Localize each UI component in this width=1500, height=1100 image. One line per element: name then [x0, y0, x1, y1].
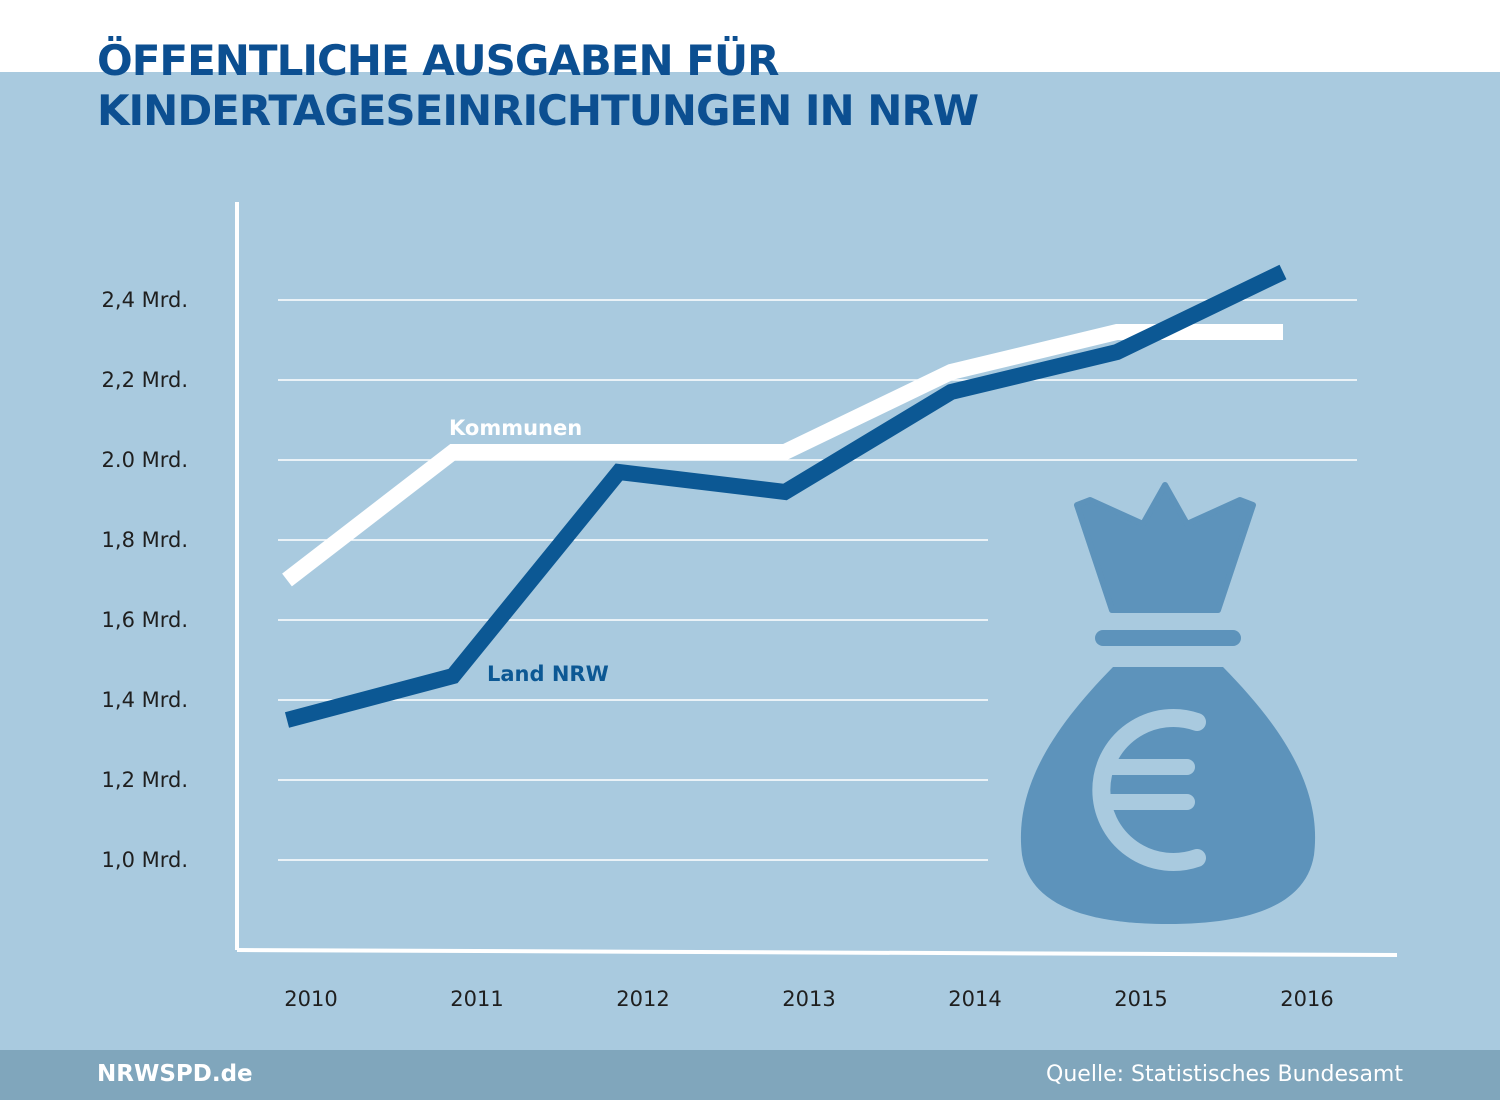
title-line-2: KINDERTAGESEINRICHTUNGEN IN NRW	[97, 86, 979, 135]
x-tick-label: 2014	[948, 987, 1001, 1011]
y-tick-label: 2.0 Mrd.	[102, 448, 188, 472]
title-line-1: ÖFFENTLICHE AUSGABEN FÜR	[97, 36, 779, 85]
footer-bar: NRWSPD.de Quelle: Statistisches Bundesam…	[0, 1050, 1500, 1100]
series-label-land-nrw: Land NRW	[487, 662, 609, 686]
footer-source: Quelle: Statistisches Bundesamt	[1046, 1062, 1403, 1087]
y-tick-label: 2,2 Mrd.	[102, 368, 188, 392]
y-axis-ticks: 1,0 Mrd. 1,2 Mrd. 1,4 Mrd. 1,6 Mrd. 1,8 Mrd.…	[102, 288, 188, 872]
x-tick-label: 2015	[1114, 987, 1167, 1011]
y-tick-label: 1,8 Mrd.	[102, 528, 188, 552]
series	[282, 264, 1287, 728]
series-line-kommunen	[282, 324, 1283, 587]
page-title: ÖFFENTLICHE AUSGABEN FÜR KINDERTAGESEINR…	[97, 36, 979, 136]
footer-brand: NRWSPD.de	[97, 1061, 253, 1087]
y-tick-label: 2,4 Mrd.	[102, 288, 188, 312]
x-tick-label: 2010	[284, 987, 337, 1011]
series-label-kommunen: Kommunen	[449, 416, 582, 440]
x-axis-line	[236, 948, 1398, 957]
y-tick-label: 1,6 Mrd.	[102, 608, 188, 632]
x-tick-label: 2011	[450, 987, 503, 1011]
x-tick-label: 2012	[616, 987, 669, 1011]
x-tick-label: 2016	[1280, 987, 1333, 1011]
euro-money-bag-icon	[988, 478, 1358, 938]
x-tick-label: 2013	[782, 987, 835, 1011]
y-tick-label: 1,2 Mrd.	[102, 768, 188, 792]
chart-axes	[235, 202, 1398, 957]
y-tick-label: 1,4 Mrd.	[102, 688, 188, 712]
series-line-land-nrw	[284, 264, 1287, 728]
x-axis-ticks: 2010 2011 2012 2013 2014 2015 2016	[284, 987, 1333, 1011]
y-tick-label: 1,0 Mrd.	[102, 848, 188, 872]
line-chart: 1,0 Mrd. 1,2 Mrd. 1,4 Mrd. 1,6 Mrd. 1,8 Mrd.…	[102, 202, 1398, 1011]
